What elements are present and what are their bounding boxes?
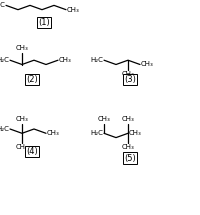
Text: H₂C: H₂C [0, 2, 5, 8]
Text: CH₃: CH₃ [122, 116, 134, 122]
Text: H₂C: H₂C [0, 57, 9, 63]
Text: CH₃: CH₃ [67, 7, 80, 13]
Text: CH₃: CH₃ [122, 71, 134, 77]
Text: (4): (4) [26, 147, 38, 156]
Text: CH₃: CH₃ [98, 116, 110, 122]
Text: (5): (5) [124, 154, 136, 163]
Text: (2): (2) [26, 75, 38, 84]
Text: CH₃: CH₃ [141, 61, 154, 68]
Text: CH₃: CH₃ [16, 144, 28, 150]
Text: CH₃: CH₃ [47, 130, 60, 136]
Text: CH₃: CH₃ [16, 45, 28, 51]
Text: H₂C: H₂C [90, 57, 103, 63]
Text: CH₃: CH₃ [16, 116, 28, 122]
Text: CH₃: CH₃ [122, 144, 134, 150]
Text: CH₃: CH₃ [129, 130, 142, 136]
Text: (1): (1) [38, 18, 50, 27]
Text: (3): (3) [124, 75, 136, 84]
Text: CH₃: CH₃ [59, 57, 72, 63]
Text: H₂C: H₂C [0, 126, 9, 132]
Text: H₂C: H₂C [90, 130, 103, 136]
